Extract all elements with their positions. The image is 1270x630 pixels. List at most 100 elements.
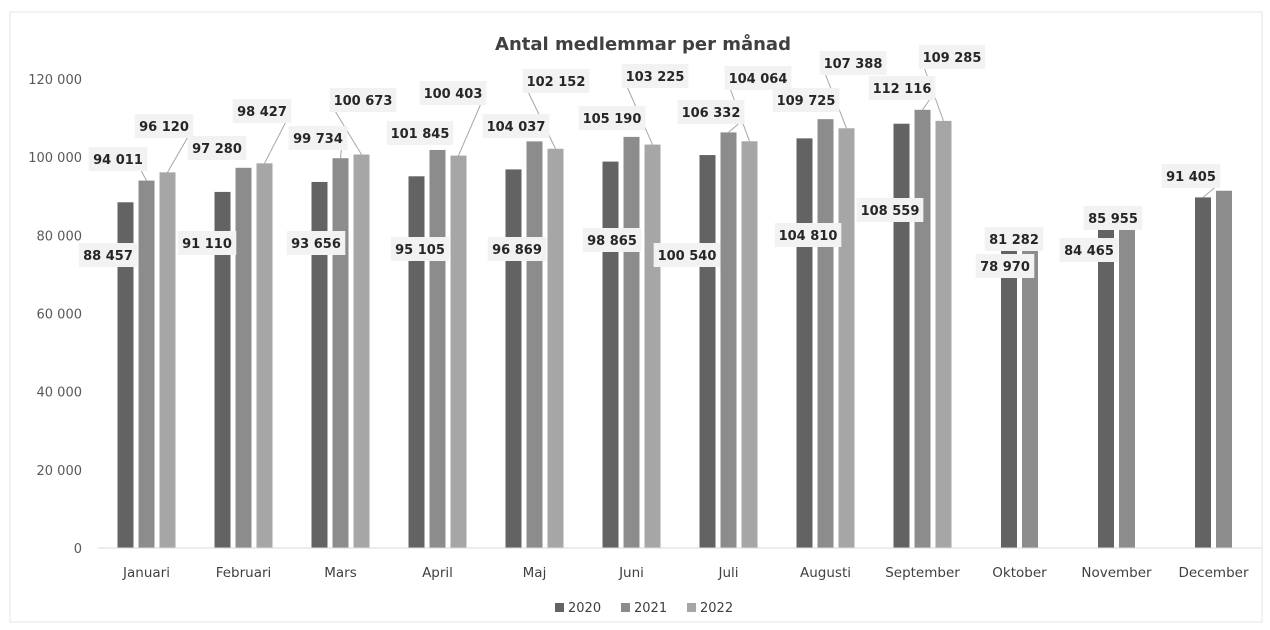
data-label: 106 332 bbox=[682, 106, 741, 121]
category-label: April bbox=[422, 565, 453, 581]
data-label: 104 810 bbox=[779, 229, 838, 244]
bar-2021-december bbox=[1216, 190, 1232, 548]
bar-2022-januari bbox=[159, 172, 176, 548]
data-label: 95 105 bbox=[395, 243, 445, 258]
data-label-box bbox=[819, 51, 887, 75]
data-label-box bbox=[386, 121, 454, 145]
data-label-box bbox=[578, 106, 646, 130]
data-label-box bbox=[621, 64, 689, 88]
y-tick-label: 0 bbox=[74, 542, 82, 557]
data-label: 112 116 bbox=[873, 82, 932, 97]
category-label: Mars bbox=[324, 565, 357, 581]
data-label-box bbox=[187, 136, 247, 160]
data-label: 85 955 bbox=[1088, 212, 1138, 227]
bar-2021-april bbox=[429, 149, 446, 548]
data-label: 81 282 bbox=[989, 233, 1039, 248]
data-label-box bbox=[78, 243, 138, 267]
data-label: 88 457 bbox=[83, 249, 133, 264]
data-label-box bbox=[772, 88, 840, 112]
bar-2022-mars bbox=[353, 154, 370, 548]
bar-2020-juni bbox=[602, 161, 619, 548]
data-label: 100 673 bbox=[334, 94, 393, 109]
data-label-box bbox=[774, 223, 842, 247]
y-axis: 0 20 000 40 000 60 000 80 000 100 000 120 000 bbox=[28, 73, 82, 557]
data-label-box bbox=[653, 243, 721, 267]
data-label: 105 190 bbox=[583, 112, 642, 127]
y-tick-label: 80 000 bbox=[37, 229, 83, 244]
leader-line bbox=[1202, 187, 1215, 198]
legend-swatch-2020 bbox=[555, 603, 564, 612]
bar-2020-december bbox=[1195, 197, 1211, 548]
bar-2021-mars bbox=[332, 158, 349, 548]
legend-swatch-2021 bbox=[621, 603, 630, 612]
bar-2020-juli bbox=[699, 155, 716, 549]
data-label-box bbox=[1083, 206, 1143, 230]
bar-2021-juni bbox=[623, 136, 640, 548]
data-label: 109 725 bbox=[777, 94, 836, 109]
category-label: Augusti bbox=[800, 565, 851, 581]
data-label: 100 403 bbox=[424, 87, 483, 102]
data-label: 93 656 bbox=[291, 237, 341, 252]
category-label: November bbox=[1081, 565, 1152, 581]
data-label: 99 734 bbox=[293, 132, 343, 147]
category-label: Juni bbox=[618, 565, 644, 581]
bar-2021-september bbox=[914, 109, 931, 549]
data-label-box bbox=[390, 237, 450, 261]
legend: 2020 2021 2022 bbox=[555, 601, 733, 616]
y-tick-label: 20 000 bbox=[37, 464, 83, 479]
leader-line bbox=[458, 104, 481, 156]
data-label-box bbox=[1161, 164, 1221, 188]
data-label-box bbox=[482, 114, 550, 138]
bar-2020-oktober bbox=[1001, 239, 1017, 548]
bar-2020-januari bbox=[117, 202, 134, 548]
bar-2021-januari bbox=[138, 180, 155, 548]
leader-line bbox=[167, 137, 188, 173]
data-label: 109 285 bbox=[923, 51, 982, 66]
y-tick-label: 40 000 bbox=[37, 386, 83, 401]
leader-line bbox=[340, 149, 342, 159]
bar-2022-april bbox=[450, 155, 467, 548]
bar-2022-juni bbox=[644, 144, 661, 548]
bar-2020-september bbox=[893, 123, 910, 548]
category-label: Maj bbox=[523, 565, 547, 581]
data-label-box bbox=[329, 88, 397, 112]
legend-swatch-2022 bbox=[687, 603, 696, 612]
data-label: 102 152 bbox=[527, 75, 586, 90]
data-label: 91 405 bbox=[1166, 170, 1216, 185]
data-label-box bbox=[724, 66, 792, 90]
legend-label: 2020 bbox=[568, 601, 601, 616]
data-label-box bbox=[582, 228, 642, 252]
chart-title: Antal medlemmar per månad bbox=[495, 33, 791, 55]
data-label-box bbox=[134, 114, 194, 138]
bar-2020-mars bbox=[311, 181, 328, 549]
data-label-box bbox=[487, 237, 547, 261]
data-labels: 88 457 94 011 96 120 91 110 97 280 98 427 93 6… bbox=[78, 45, 1221, 278]
leader-line bbox=[922, 99, 930, 111]
data-label: 104 037 bbox=[487, 120, 546, 135]
data-label: 96 120 bbox=[139, 120, 189, 135]
category-label: Oktober bbox=[992, 565, 1047, 581]
data-label: 103 225 bbox=[626, 70, 685, 85]
category-label: Februari bbox=[216, 565, 272, 581]
data-label: 107 388 bbox=[824, 57, 883, 72]
data-label: 101 845 bbox=[391, 127, 450, 142]
bar-2020-maj bbox=[505, 169, 522, 548]
leader-line bbox=[140, 170, 147, 181]
bar-2021-oktober bbox=[1022, 230, 1038, 548]
bar-2022-september bbox=[935, 120, 952, 548]
bar-2021-februari bbox=[235, 167, 252, 548]
data-label-box bbox=[522, 69, 590, 93]
bar-2020-april bbox=[408, 176, 425, 548]
leader-line bbox=[264, 122, 286, 164]
data-label: 91 110 bbox=[182, 237, 232, 252]
legend-label: 2022 bbox=[700, 601, 733, 616]
bar-2022-juli bbox=[741, 141, 758, 548]
data-label-box bbox=[288, 126, 348, 150]
data-label-box bbox=[232, 99, 292, 123]
data-label: 104 064 bbox=[729, 72, 788, 87]
y-tick-label: 100 000 bbox=[28, 151, 82, 166]
data-label-box bbox=[419, 81, 487, 105]
data-label: 97 280 bbox=[192, 142, 242, 157]
